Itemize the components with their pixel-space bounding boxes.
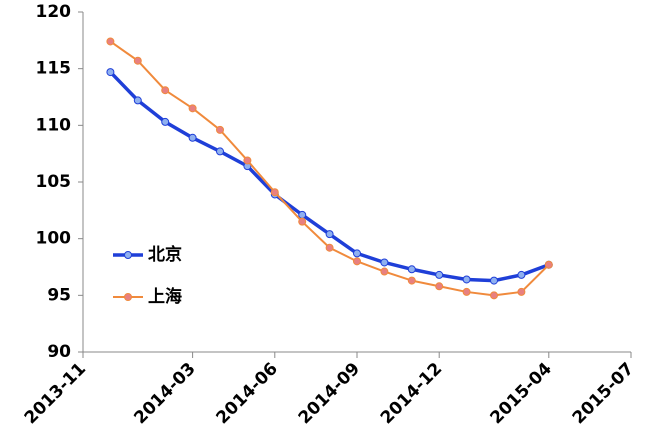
point bbox=[407, 276, 416, 285]
point bbox=[243, 156, 252, 165]
point bbox=[270, 188, 279, 197]
point bbox=[490, 276, 498, 285]
point bbox=[161, 86, 170, 95]
point bbox=[517, 270, 526, 279]
y-tick-label: 110 bbox=[36, 115, 72, 135]
y-tick-label: 105 bbox=[36, 172, 72, 192]
x-tick-label: 2014-03 bbox=[130, 359, 199, 428]
point bbox=[407, 265, 416, 274]
x-tick-label: 2015-07 bbox=[569, 359, 638, 428]
point bbox=[216, 125, 224, 134]
point bbox=[161, 117, 170, 126]
point bbox=[353, 257, 361, 266]
point bbox=[517, 287, 526, 296]
point bbox=[298, 210, 307, 219]
point bbox=[188, 133, 197, 142]
legend-marker bbox=[124, 251, 132, 259]
point bbox=[380, 267, 389, 276]
x-tick-label: 2014-06 bbox=[213, 359, 282, 428]
y-tick-label: 100 bbox=[36, 229, 72, 249]
point bbox=[353, 249, 361, 258]
point bbox=[435, 270, 444, 279]
y-tick-label: 115 bbox=[36, 59, 72, 79]
y-tick-label: 95 bbox=[47, 285, 71, 305]
x-tick-label: 2015-04 bbox=[487, 359, 556, 428]
point bbox=[133, 96, 142, 105]
point bbox=[216, 147, 224, 156]
y-tick-label: 120 bbox=[36, 2, 72, 22]
point bbox=[462, 275, 471, 284]
x-tick-label: 2013-11 bbox=[21, 359, 90, 428]
x-tick-label: 2014-12 bbox=[377, 359, 446, 428]
x-tick-label: 2014-09 bbox=[295, 359, 364, 428]
legend-label: 上海 bbox=[148, 286, 182, 307]
legend-label: 北京 bbox=[148, 244, 182, 265]
point bbox=[106, 37, 115, 46]
point bbox=[298, 217, 307, 226]
point bbox=[188, 104, 197, 113]
legend-marker bbox=[124, 293, 132, 301]
point bbox=[325, 243, 334, 252]
point bbox=[490, 291, 498, 300]
point bbox=[435, 282, 444, 291]
point bbox=[380, 258, 389, 267]
point bbox=[462, 287, 471, 296]
point bbox=[325, 230, 334, 239]
y-tick-label: 90 bbox=[47, 342, 71, 362]
point bbox=[544, 260, 553, 269]
point bbox=[133, 56, 142, 65]
point bbox=[106, 68, 115, 77]
